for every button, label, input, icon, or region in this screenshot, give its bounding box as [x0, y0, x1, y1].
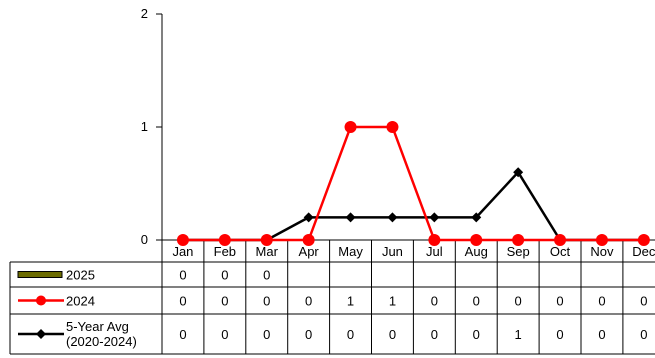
table-cell-value: 0 [473, 327, 480, 342]
table-cell-value: 0 [263, 294, 270, 309]
data-point [387, 212, 398, 223]
table-cell-value: 0 [305, 327, 312, 342]
table-cell-value: 0 [179, 294, 186, 309]
table-cell-value: 0 [431, 294, 438, 309]
y-tick-label: 2 [141, 6, 148, 21]
category-label: Feb [214, 244, 236, 259]
series-line [182, 125, 644, 242]
legend-label: 2024 [66, 294, 95, 309]
table-cell-value: 0 [640, 294, 647, 309]
table-cell-value: 0 [221, 327, 228, 342]
table-cell-value: 1 [347, 294, 354, 309]
table-cell-value: 0 [179, 327, 186, 342]
category-label: Sep [507, 244, 530, 259]
data-table: Jan Feb Mar Apr May Jun Jul Aug Sep Oct Nov Dec 2025… [9, 239, 655, 355]
data-point [429, 212, 440, 223]
legend-swatch-marker [36, 329, 46, 339]
series-layer [176, 121, 650, 246]
category-label: Oct [550, 244, 571, 259]
legend-label-line2: (2020-2024) [66, 334, 137, 349]
category-label: Jun [382, 244, 403, 259]
category-label: Mar [256, 244, 279, 259]
table-cell-value: 0 [598, 294, 605, 309]
category-label: Jan [172, 244, 193, 259]
data-point [303, 212, 314, 223]
category-label: Jul [426, 244, 443, 259]
data-point [512, 234, 525, 246]
table-cell-value: 0 [263, 268, 270, 283]
data-point [513, 167, 524, 178]
data-point [554, 234, 567, 246]
y-tick-label: 0 [141, 232, 148, 247]
legend-swatch-bar [17, 271, 63, 278]
data-point [386, 121, 399, 133]
category-label: Nov [590, 244, 614, 259]
table-cell-value: 0 [221, 268, 228, 283]
data-point [471, 212, 482, 223]
table-cell-value: 0 [179, 268, 186, 283]
data-point [218, 234, 231, 246]
data-point [344, 121, 357, 133]
category-label: May [338, 244, 363, 259]
data-point [176, 234, 189, 246]
data-point [345, 212, 356, 223]
table-cell-value: 0 [305, 294, 312, 309]
table-cell-value: 0 [263, 327, 270, 342]
table-cell-value: 0 [389, 327, 396, 342]
table-cell-value: 0 [598, 327, 605, 342]
legend-swatch-marker [36, 295, 46, 306]
table-cell-value: 0 [473, 294, 480, 309]
table-cell-value: 0 [640, 327, 647, 342]
table-cell-value: 0 [556, 294, 563, 309]
data-point [470, 234, 483, 246]
category-label: Apr [299, 244, 320, 259]
table-cell-value: 1 [389, 294, 396, 309]
table-cell-value: 0 [347, 327, 354, 342]
category-label: Dec [632, 244, 655, 259]
y-tick-label: 1 [141, 119, 148, 134]
table-cell-value: 0 [515, 294, 522, 309]
data-point [302, 234, 315, 246]
data-point [260, 234, 273, 246]
data-point [595, 234, 608, 246]
data-point [428, 234, 441, 246]
table-cell-value: 0 [556, 327, 563, 342]
category-label: Aug [465, 244, 488, 259]
table-cell-value: 0 [431, 327, 438, 342]
legend-label: 2025 [66, 268, 95, 283]
data-point [637, 234, 650, 246]
table-cell-value: 1 [515, 327, 522, 342]
axis-layer: 0 1 2 [141, 6, 163, 247]
legend-label: 5-Year Avg [66, 319, 129, 334]
table-cell-value: 0 [221, 294, 228, 309]
